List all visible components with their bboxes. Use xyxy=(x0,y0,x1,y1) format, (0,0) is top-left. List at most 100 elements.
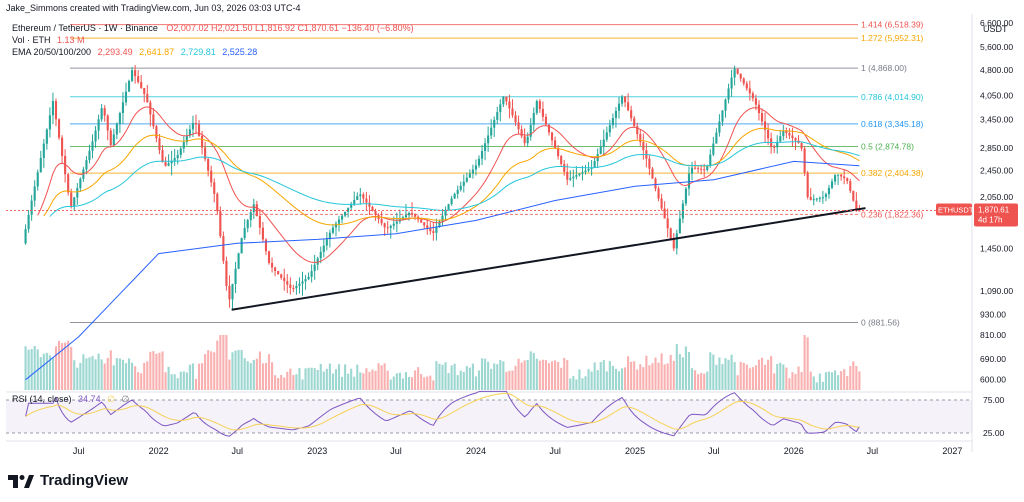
volume-bar xyxy=(474,376,478,390)
fib-level-label: 0.382 (2,404.38) xyxy=(861,168,924,178)
bar-countdown: 4d 17h xyxy=(978,215,1002,224)
volume-bar xyxy=(855,366,858,390)
volume-label[interactable]: Vol · ETH xyxy=(12,35,51,45)
volume-bar xyxy=(791,372,794,390)
x-tick-label: Jul xyxy=(390,446,402,456)
ema200-line xyxy=(25,160,860,381)
candle-body xyxy=(121,102,125,114)
candle-body xyxy=(569,178,572,180)
volume-bar xyxy=(520,362,523,390)
y-tick-label: 4,050.00 xyxy=(980,90,1013,100)
volume-bar xyxy=(24,346,27,390)
candle-body xyxy=(79,178,82,189)
volume-bar xyxy=(106,357,109,390)
volume-bar xyxy=(210,351,213,390)
support-trendline[interactable] xyxy=(231,207,866,311)
candle-body xyxy=(313,264,316,272)
volume-bar xyxy=(121,359,125,390)
candle-body xyxy=(830,181,834,188)
candle-body xyxy=(855,200,858,211)
candle-body xyxy=(164,162,167,166)
volume-bar xyxy=(599,362,602,390)
x-tick-label: 2026 xyxy=(784,446,804,456)
volume-bar xyxy=(770,356,773,390)
candle-body xyxy=(45,129,48,144)
volume-bar xyxy=(167,366,170,390)
y-tick-label: 5,600.00 xyxy=(980,42,1013,52)
candle-body xyxy=(767,129,770,139)
volume-bar xyxy=(499,360,502,390)
volume-bar xyxy=(438,363,441,390)
volume-bar xyxy=(462,371,465,390)
candle-body xyxy=(389,225,392,228)
volume-bar xyxy=(654,357,657,390)
volume-bar xyxy=(362,373,365,390)
candle-body xyxy=(322,245,325,252)
y-tick-label: 600.00 xyxy=(980,375,1006,385)
volume-bar xyxy=(274,375,277,390)
ema-label[interactable]: EMA 20/50/100/200 xyxy=(12,47,92,57)
volume-bar xyxy=(350,368,353,390)
candle-body xyxy=(441,215,444,222)
chart-credit: Jake_Simmons created with TradingView.co… xyxy=(6,3,301,13)
candle-body xyxy=(654,178,657,189)
candle-body xyxy=(143,87,146,94)
volume-bar xyxy=(270,362,274,390)
candle-body xyxy=(225,260,228,286)
candle-body xyxy=(274,267,277,271)
volume-bar xyxy=(800,372,803,390)
volume-bar xyxy=(788,378,791,390)
volume-bar xyxy=(508,370,511,390)
volume-bar xyxy=(39,357,42,390)
candle-body xyxy=(660,198,663,209)
candle-body xyxy=(30,200,33,215)
volume-bar xyxy=(207,350,210,390)
candle-body xyxy=(97,119,100,131)
volume-bar xyxy=(505,371,508,390)
volume-bar xyxy=(325,368,328,390)
volume-bar xyxy=(575,379,578,390)
volume-bar xyxy=(286,371,289,390)
candle-body xyxy=(575,175,578,177)
volume-bar xyxy=(648,365,651,390)
x-tick-label: 2023 xyxy=(307,446,327,456)
volume-bar xyxy=(584,376,587,390)
volume-bar xyxy=(261,363,264,390)
candle-body xyxy=(532,112,535,125)
candle-body xyxy=(161,150,164,163)
y-tick-label: 1,090.00 xyxy=(980,286,1013,296)
candle-body xyxy=(590,167,593,170)
candle-body xyxy=(493,119,496,128)
volume-bar xyxy=(490,368,493,390)
volume-bar xyxy=(197,363,201,390)
volume-bar xyxy=(82,354,85,390)
candle-body xyxy=(252,204,255,213)
candle-body xyxy=(800,143,803,149)
volume-bar xyxy=(231,352,234,390)
volume-bar xyxy=(246,361,249,390)
candle-body xyxy=(234,268,237,285)
rsi-ma-line xyxy=(25,392,860,431)
candle-body xyxy=(395,221,398,224)
volume-bar xyxy=(724,358,727,390)
candle-body xyxy=(700,168,703,170)
candle-body xyxy=(554,140,557,149)
candle-body xyxy=(240,238,243,254)
candle-body xyxy=(763,121,767,130)
ohlc-values: O2,007.02 H2,021.50 L1,816.92 C1,870.61 … xyxy=(166,23,414,33)
volume-bar xyxy=(672,360,675,390)
y-tick-label: 2,050.00 xyxy=(980,192,1013,202)
candle-body xyxy=(307,276,310,280)
volume-bar xyxy=(757,359,761,390)
candle-body xyxy=(614,110,618,119)
volume-bar xyxy=(216,340,219,390)
volume-bar xyxy=(858,371,861,390)
volume-bar xyxy=(779,362,782,390)
rsi-label[interactable]: RSI (14, close) xyxy=(12,394,72,404)
symbol-title[interactable]: Ethereum / TetherUS · 1W · Binance xyxy=(12,23,158,33)
volume-bar xyxy=(423,377,426,390)
volume-bar xyxy=(222,335,225,390)
candle-body xyxy=(231,284,234,300)
tradingview-logo[interactable]: TradingView xyxy=(8,472,128,489)
candle-body xyxy=(639,134,642,143)
